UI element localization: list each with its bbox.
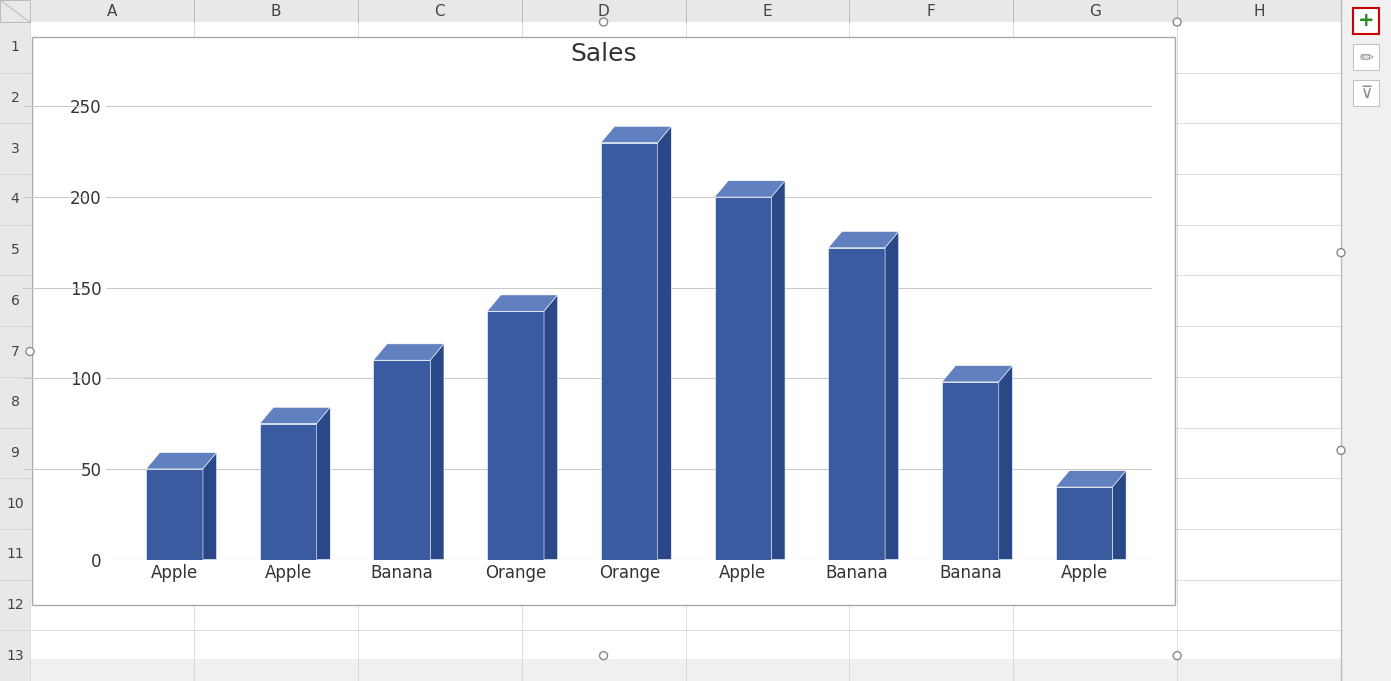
Circle shape [600,18,608,26]
Polygon shape [1056,487,1113,560]
Bar [0,0,1341,22]
Polygon shape [146,469,203,560]
Polygon shape [942,382,999,560]
Text: 9: 9 [11,446,19,460]
Bar [0,22,31,681]
Text: G: G [1089,3,1102,18]
Polygon shape [203,453,217,560]
Bar [0,0,31,22]
Text: 12: 12 [6,598,24,612]
Polygon shape [430,344,444,560]
Bar [32,37,1175,605]
Text: 1: 1 [11,40,19,54]
Text: B: B [271,3,281,18]
Bar [1353,44,1378,70]
Polygon shape [828,232,899,248]
Text: 13: 13 [6,649,24,663]
Text: E: E [762,3,772,18]
Text: 5: 5 [11,243,19,257]
Text: +: + [1358,12,1374,31]
Text: ⊽: ⊽ [1360,84,1372,102]
Bar [1353,8,1378,34]
Circle shape [1337,446,1345,454]
Polygon shape [601,143,658,560]
Polygon shape [1113,471,1127,560]
Bar [1353,80,1378,106]
Text: Sales: Sales [570,42,637,66]
Text: F: F [926,3,936,18]
Text: 8: 8 [11,395,19,409]
Text: A: A [107,3,117,18]
Polygon shape [487,311,544,560]
Polygon shape [544,295,558,560]
Text: 11: 11 [6,548,24,561]
Polygon shape [260,407,330,424]
Circle shape [600,652,608,660]
Polygon shape [601,127,672,143]
Polygon shape [885,232,899,560]
Polygon shape [772,180,785,560]
Polygon shape [715,180,785,197]
Text: 4: 4 [11,193,19,206]
Bar [1341,0,1391,681]
Text: 10: 10 [6,496,24,511]
Text: C: C [434,3,445,18]
Text: 7: 7 [11,345,19,358]
Text: ✏: ✏ [1359,48,1373,66]
Polygon shape [373,360,430,560]
Polygon shape [942,366,1013,382]
Polygon shape [1056,471,1127,487]
Polygon shape [487,295,558,311]
Circle shape [1173,652,1181,660]
Polygon shape [828,248,885,560]
Circle shape [26,347,33,355]
Polygon shape [373,344,444,360]
Polygon shape [999,366,1013,560]
Text: H: H [1253,3,1264,18]
Polygon shape [146,453,217,469]
Text: D: D [598,3,609,18]
Circle shape [1173,18,1181,26]
Polygon shape [658,127,672,560]
Text: 3: 3 [11,142,19,156]
Text: 6: 6 [11,294,19,308]
Polygon shape [317,407,330,560]
Polygon shape [715,197,772,560]
Circle shape [1337,249,1345,257]
Text: 2: 2 [11,91,19,105]
Polygon shape [260,424,317,560]
